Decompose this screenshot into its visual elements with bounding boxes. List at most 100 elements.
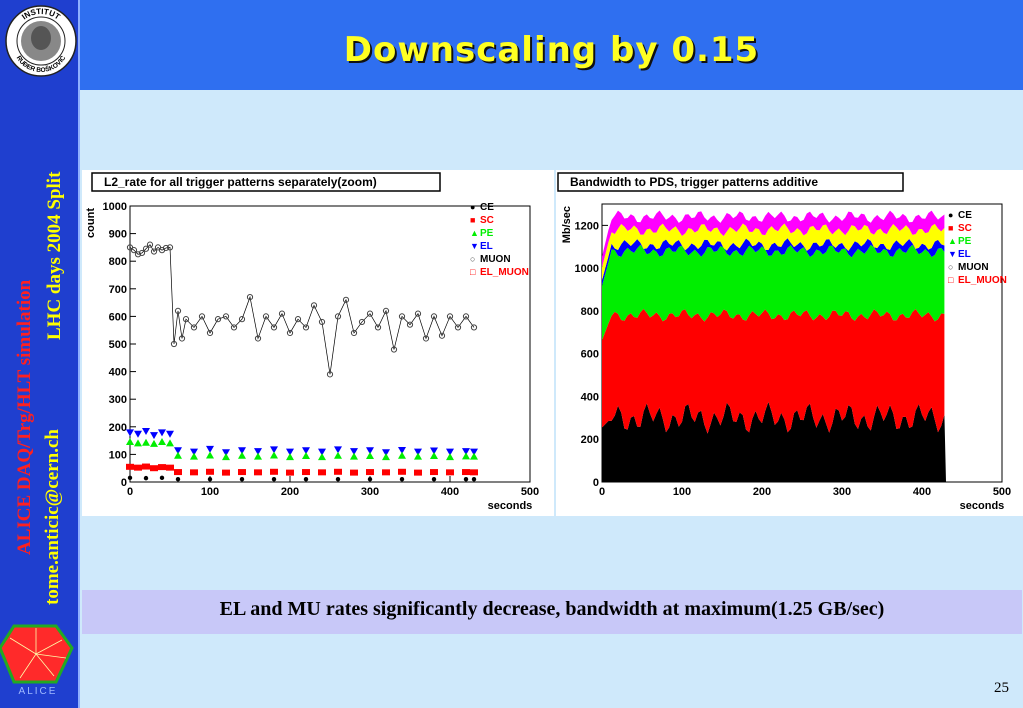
data-point-el	[174, 447, 182, 455]
data-point-sc	[414, 469, 422, 476]
y-tick-label: 1200	[575, 220, 599, 232]
x-axis-label: seconds	[488, 500, 533, 512]
data-point-pe	[414, 452, 422, 460]
data-point-el	[302, 447, 310, 455]
data-point-muon	[182, 316, 190, 323]
data-point-ce	[143, 475, 149, 481]
data-point-sc	[150, 465, 158, 472]
x-tick-label: 100	[673, 486, 691, 498]
data-point-muon	[206, 329, 214, 337]
stacked-band-muon	[602, 223, 945, 281]
data-point-el	[158, 429, 166, 437]
legend-marker: □	[948, 275, 954, 285]
chart-title: Bandwidth to PDS, trigger patterns addit…	[570, 175, 818, 189]
legend-label: CE	[480, 202, 494, 213]
y-tick-label: 100	[109, 449, 127, 461]
x-axis-label: seconds	[960, 500, 1005, 512]
sidebar	[0, 0, 78, 708]
slide-title: Downscaling by 0.15	[343, 30, 760, 70]
x-tick-label: 500	[521, 486, 539, 498]
data-point-el	[238, 447, 246, 455]
data-point-el	[414, 448, 422, 456]
institute-logo: INSTITUT RUĐER BOŠKOVIĆ	[5, 5, 77, 77]
data-point-muon	[278, 310, 286, 317]
data-point-pe	[270, 451, 278, 459]
data-point-muon	[454, 324, 462, 331]
data-point-muon	[398, 313, 406, 320]
data-point-pe	[254, 452, 262, 460]
data-point-sc	[206, 468, 214, 475]
y-axis-label: count	[85, 208, 97, 238]
left-chart-panel: L2_rate for all trigger patterns separat…	[82, 170, 554, 516]
data-point-el	[462, 448, 470, 456]
data-point-sc	[222, 469, 230, 476]
legend-marker: ●	[948, 210, 953, 220]
data-point-pe	[166, 439, 174, 447]
data-point-muon	[214, 316, 222, 323]
legend-label: CE	[958, 210, 972, 221]
y-tick-label: 600	[581, 349, 599, 361]
x-tick-label: 200	[281, 486, 299, 498]
data-point-muon	[230, 324, 238, 331]
bandwidth-stacked-chart: Bandwidth to PDS, trigger patterns addit…	[557, 172, 1011, 512]
legend-label: PE	[480, 228, 494, 239]
slide-caption: EL and MU rates significantly decrease, …	[219, 598, 885, 620]
legend-marker: ■	[470, 215, 475, 225]
legend-label: EL	[958, 249, 971, 260]
y-tick-label: 0	[593, 477, 599, 489]
data-point-sc	[238, 469, 246, 476]
data-point-ce	[303, 477, 309, 482]
data-point-el	[470, 448, 478, 456]
title-bar	[80, 0, 1023, 90]
data-point-muon	[222, 313, 230, 320]
data-point-sc	[334, 468, 342, 475]
chart-title-box	[557, 172, 904, 192]
data-point-muon	[430, 313, 438, 320]
legend-marker: ■	[948, 223, 953, 233]
data-point-muon	[162, 244, 170, 252]
stacked-band-pe	[602, 244, 945, 341]
data-point-muon	[406, 321, 414, 328]
data-point-muon	[382, 307, 390, 314]
x-tick-label: 200	[753, 486, 771, 498]
data-point-sc	[302, 469, 310, 476]
sidebar-divider	[78, 0, 80, 708]
data-point-pe	[190, 452, 198, 460]
data-point-muon	[334, 313, 342, 320]
data-point-pe	[238, 451, 246, 459]
data-point-ce	[471, 477, 477, 482]
stacked-band-sc	[602, 308, 945, 434]
data-point-ce	[431, 477, 437, 482]
chart-title: L2_rate for all trigger patterns separat…	[104, 175, 377, 189]
data-point-el	[126, 429, 134, 437]
data-point-sc	[134, 464, 142, 471]
data-point-ce	[271, 477, 277, 482]
svg-text:INSTITUT: INSTITUT	[20, 7, 62, 22]
legend-label: SC	[958, 223, 972, 234]
data-point-muon	[142, 245, 150, 252]
y-tick-label: 300	[109, 394, 127, 406]
data-point-pe	[142, 438, 150, 446]
legend-label: MUON	[958, 262, 989, 273]
data-point-muon	[270, 324, 278, 331]
legend-label: SC	[480, 215, 494, 226]
legend-marker: ○	[470, 254, 475, 264]
data-point-pe	[446, 453, 454, 461]
data-point-muon	[134, 251, 142, 258]
data-point-muon	[286, 329, 294, 337]
x-tick-label: 300	[833, 486, 851, 498]
y-axis-label: Mb/sec	[561, 206, 573, 243]
data-point-sc	[318, 469, 326, 476]
data-point-muon	[130, 247, 138, 254]
data-point-pe	[318, 453, 326, 461]
data-point-el	[382, 449, 390, 457]
data-point-pe	[430, 452, 438, 460]
y-tick-label: 200	[581, 434, 599, 446]
data-point-el	[334, 446, 342, 454]
data-point-el	[254, 448, 262, 456]
x-tick-label: 500	[993, 486, 1011, 498]
data-point-muon	[246, 293, 254, 301]
y-tick-label: 1000	[575, 263, 599, 275]
svg-text:ALICE: ALICE	[19, 686, 58, 697]
alice-logo: ALICE	[0, 624, 74, 697]
